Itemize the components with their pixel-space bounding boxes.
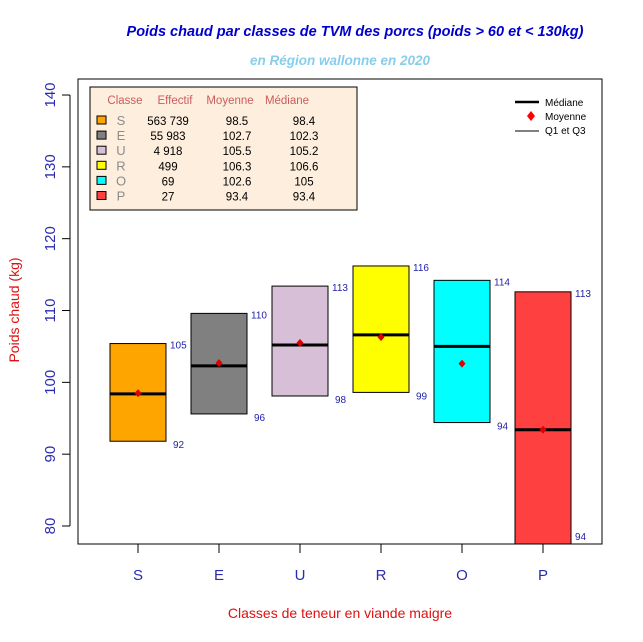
summary-header-moyenne: Moyenne xyxy=(206,95,253,107)
y-tick-label: 130 xyxy=(42,154,59,179)
summary-moyenne: 105.5 xyxy=(223,146,252,158)
summary-moyenne: 102.6 xyxy=(223,176,252,188)
legend: Médiane Moyenne Q1 et Q3 xyxy=(515,98,587,137)
mean-marker-S xyxy=(134,389,142,398)
chart-title: Poids chaud par classes de TVM des porcs… xyxy=(127,24,584,40)
summary-moyenne: 102.7 xyxy=(223,131,252,143)
q1-label-U: 98 xyxy=(335,395,347,406)
mean-marker-E xyxy=(215,358,223,367)
legend-mean-marker xyxy=(527,111,535,121)
summary-swatch-E xyxy=(96,130,107,140)
summary-header-mediane: Médiane xyxy=(265,95,309,107)
quartile-labels-group: 105 92 110 96 113 98 116 99 114 94 113 94 xyxy=(170,263,591,543)
x-tick-label: S xyxy=(133,567,143,584)
summary-class: E xyxy=(117,128,126,143)
x-axis-label: Classes de teneur en viande maigre xyxy=(228,605,452,621)
summary-swatch-O xyxy=(96,175,107,185)
summary-mediane: 105 xyxy=(294,176,313,188)
summary-class: O xyxy=(116,173,126,188)
summary-moyenne: 93.4 xyxy=(226,192,249,204)
q1-label-R: 99 xyxy=(416,391,428,402)
y-axis-label: Poids chaud (kg) xyxy=(6,257,22,362)
summary-class: S xyxy=(117,113,126,128)
summary-effectif: 55 983 xyxy=(150,131,185,143)
y-tick-label: 120 xyxy=(42,226,59,251)
summary-effectif: 563 739 xyxy=(147,116,189,128)
summary-moyenne: 98.5 xyxy=(226,116,248,128)
q1-label-S: 92 xyxy=(173,440,185,451)
q1-label-O: 94 xyxy=(497,422,509,433)
x-tick-label: R xyxy=(376,567,387,584)
mean-marker-P xyxy=(539,425,547,434)
summary-mediane: 98.4 xyxy=(293,116,316,128)
summary-swatch-U xyxy=(96,145,107,155)
box-P xyxy=(514,291,572,544)
q3-label-E: 110 xyxy=(251,310,267,321)
q3-label-P: 113 xyxy=(575,289,591,300)
summary-header-effectif: Effectif xyxy=(158,95,194,107)
summary-mediane: 102.3 xyxy=(290,131,319,143)
summary-mediane: 106.6 xyxy=(290,161,319,173)
q3-label-S: 105 xyxy=(170,341,187,352)
y-tick-label: 80 xyxy=(42,518,59,535)
x-tick-label: E xyxy=(214,567,224,584)
x-tick-label: P xyxy=(538,567,548,584)
summary-effectif: 69 xyxy=(162,176,175,188)
chart-subtitle: en Région wallonne en 2020 xyxy=(250,53,431,68)
y-tick-label: 110 xyxy=(42,299,59,323)
summary-swatch-P xyxy=(96,191,107,200)
summary-class: R xyxy=(116,158,125,173)
legend-quartile-label: Q1 et Q3 xyxy=(545,126,586,137)
y-axis: 80 90 100 110 120 130 140 xyxy=(42,83,71,535)
y-tick-label: 140 xyxy=(42,83,59,108)
summary-mediane: 93.4 xyxy=(293,192,316,204)
q1-label-E: 96 xyxy=(254,413,266,424)
x-tick-label: U xyxy=(295,567,306,584)
box-O xyxy=(433,279,491,424)
legend-mean-label: Moyenne xyxy=(545,112,587,123)
plot-frame xyxy=(77,78,603,545)
summary-rows: S 563 739 98.5 98.4 E 55 983 102.7 102.3 U 4 918 1… xyxy=(96,113,319,204)
box-R xyxy=(352,265,410,393)
q3-label-U: 113 xyxy=(332,283,348,294)
summary-class: P xyxy=(117,189,126,204)
summary-header-classe: Classe xyxy=(107,95,142,107)
q3-label-O: 114 xyxy=(494,277,510,288)
x-tick-label: O xyxy=(456,567,468,584)
q1-label-P: 94 xyxy=(575,532,587,543)
boxes-group xyxy=(109,265,572,544)
mean-marker-O xyxy=(458,359,466,368)
summary-effectif: 499 xyxy=(158,161,177,173)
summary-swatch-S xyxy=(96,115,107,125)
summary-moyenne: 106.3 xyxy=(223,161,252,173)
mean-marker-R xyxy=(377,333,385,342)
summary-table: Classe Effectif Moyenne Médiane S 563 739… xyxy=(89,86,358,211)
summary-effectif: 27 xyxy=(162,192,175,204)
summary-swatch-R xyxy=(96,160,107,170)
y-tick-label: 90 xyxy=(42,446,59,463)
summary-table-background xyxy=(89,86,358,211)
mean-marker-U xyxy=(296,338,304,347)
y-tick-label: 100 xyxy=(42,370,59,395)
summary-effectif: 4 918 xyxy=(154,146,183,158)
q3-label-R: 116 xyxy=(413,263,429,274)
summary-class: U xyxy=(116,143,125,158)
summary-mediane: 105.2 xyxy=(290,146,319,158)
legend-median-label: Médiane xyxy=(545,98,584,109)
